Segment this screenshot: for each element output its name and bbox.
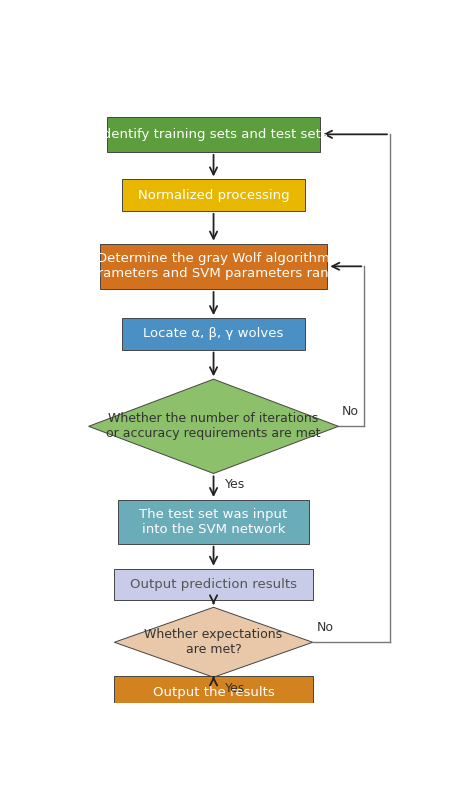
Polygon shape <box>114 608 313 677</box>
Text: Output the results: Output the results <box>153 686 274 698</box>
FancyBboxPatch shape <box>107 117 320 152</box>
FancyBboxPatch shape <box>122 318 305 350</box>
Text: Yes: Yes <box>225 682 245 694</box>
Text: Normalized processing: Normalized processing <box>138 189 289 201</box>
Text: Output prediction results: Output prediction results <box>130 578 297 591</box>
FancyBboxPatch shape <box>122 179 305 211</box>
Polygon shape <box>89 379 338 473</box>
Text: Whether the number of iterations
or accuracy requirements are met: Whether the number of iterations or accu… <box>106 412 321 440</box>
Text: Identify training sets and test sets: Identify training sets and test sets <box>99 128 328 141</box>
Text: Locate α, β, γ wolves: Locate α, β, γ wolves <box>143 327 284 340</box>
Text: Whether expectations
are met?: Whether expectations are met? <box>145 628 283 656</box>
Text: No: No <box>342 404 359 418</box>
FancyBboxPatch shape <box>100 243 328 289</box>
Text: Yes: Yes <box>225 478 245 491</box>
FancyBboxPatch shape <box>114 676 313 708</box>
FancyBboxPatch shape <box>118 500 309 544</box>
FancyBboxPatch shape <box>114 569 313 600</box>
Text: No: No <box>316 621 333 634</box>
Text: The test set was input
into the SVM network: The test set was input into the SVM netw… <box>139 508 288 536</box>
Text: Determine the gray Wolf algorithm
parameters and SVM parameters range: Determine the gray Wolf algorithm parame… <box>82 252 346 280</box>
